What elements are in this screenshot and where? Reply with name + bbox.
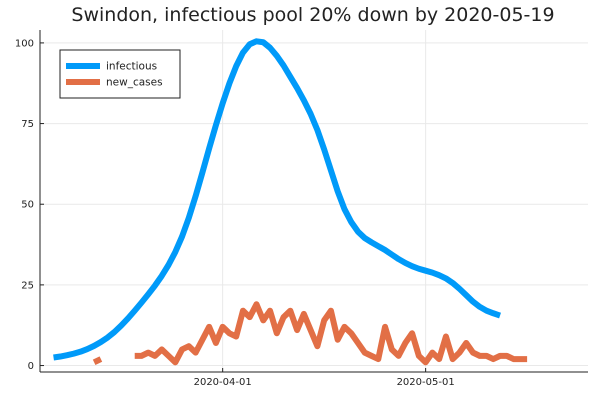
x-tick-label: 2020-04-01	[194, 377, 252, 388]
x-tick-label: 2020-05-01	[397, 377, 455, 388]
series-new_cases	[92, 301, 528, 366]
legend: infectious new_cases	[59, 49, 181, 99]
series-layer	[53, 38, 528, 366]
legend-label-new_cases: new_cases	[106, 77, 163, 89]
y-tick-label: 50	[21, 200, 34, 211]
y-tick-label: 25	[21, 280, 34, 291]
legend-box	[59, 49, 181, 99]
legend-label-infectious: infectious	[106, 61, 157, 73]
grid-lines	[40, 30, 588, 372]
line-new_cases	[134, 301, 528, 366]
series-infectious	[53, 38, 501, 361]
line-infectious	[53, 38, 501, 361]
line-new_cases	[92, 356, 103, 366]
y-tick-label: 75	[21, 119, 34, 130]
chart-title: Swindon, infectious pool 20% down by 202…	[71, 4, 554, 26]
y-tick-label: 100	[15, 38, 34, 49]
axes: 0 25 50 75 100 2020-04-01 2020-05-01	[15, 30, 588, 388]
y-tick-label: 0	[28, 361, 34, 372]
